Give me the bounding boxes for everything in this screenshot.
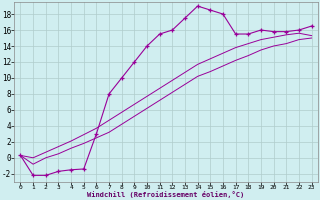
X-axis label: Windchill (Refroidissement éolien,°C): Windchill (Refroidissement éolien,°C) bbox=[87, 191, 244, 198]
